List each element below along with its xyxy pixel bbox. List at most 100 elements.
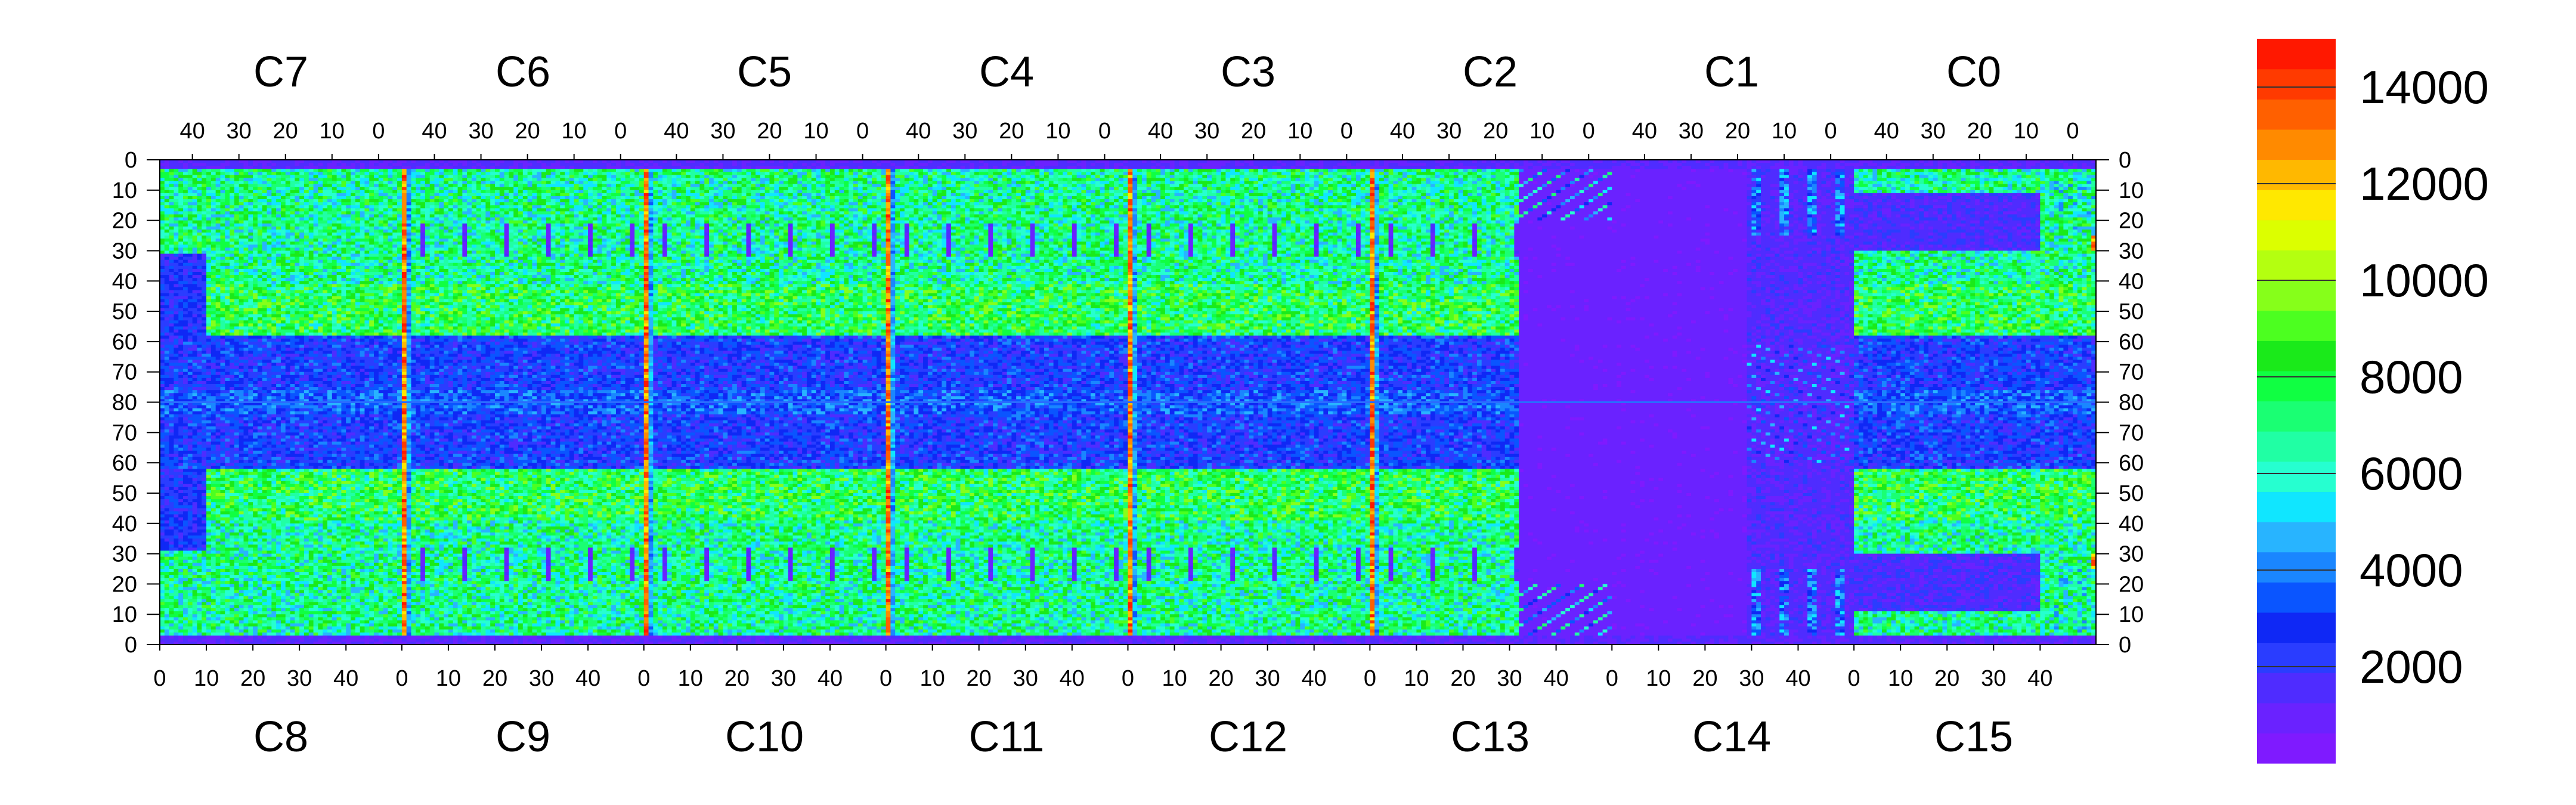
- heatmap-cell: [197, 593, 202, 597]
- heatmap-cell: [262, 199, 267, 203]
- heatmap-cell: [202, 381, 206, 385]
- heatmap-cell: [160, 196, 165, 200]
- heatmap-cell: [178, 287, 183, 290]
- heatmap-cell: [225, 487, 230, 491]
- heatmap-cell: [211, 502, 216, 509]
- heatmap-cell: [188, 532, 193, 536]
- heatmap-cell: [248, 221, 253, 224]
- heatmap-cell: [244, 493, 249, 497]
- heatmap-cell: [193, 496, 197, 500]
- heatmap-cell: [244, 208, 249, 212]
- heatmap-cell: [253, 193, 258, 197]
- heatmap-cell: [165, 230, 169, 233]
- heatmap-cell: [239, 639, 244, 645]
- heatmap-cell: [262, 342, 267, 345]
- heatmap-cell: [225, 221, 230, 227]
- heatmap-cell: [230, 230, 234, 236]
- heatmap-cell: [197, 175, 202, 178]
- heatmap-cell: [165, 572, 169, 575]
- heatmap-cell: [258, 387, 262, 391]
- heatmap-cell: [202, 493, 206, 497]
- heatmap-cell: [248, 218, 253, 221]
- heatmap-cell: [188, 381, 193, 385]
- heatmap-cell: [253, 272, 258, 275]
- heatmap-cell: [165, 160, 169, 169]
- heatmap-cell: [178, 530, 183, 533]
- heatmap-cell: [174, 575, 178, 578]
- heatmap-cell: [211, 263, 216, 267]
- heatmap-cell: [206, 375, 211, 379]
- heatmap-cell: [234, 535, 239, 539]
- heatmap-cell: [193, 636, 197, 639]
- heatmap-cell: [202, 602, 206, 606]
- heatmap-cell: [165, 435, 169, 442]
- heatmap-cell: [234, 408, 239, 418]
- heatmap-cell: [160, 272, 165, 275]
- heatmap-cell: [253, 266, 258, 270]
- heatmap-cell: [244, 227, 249, 233]
- heatmap-cell: [169, 602, 174, 606]
- heatmap-cell: [178, 636, 183, 642]
- heatmap-cell: [206, 469, 211, 472]
- heatmap-cell: [230, 490, 234, 494]
- heatmap-cell: [216, 330, 221, 333]
- heatmap-cell: [244, 308, 249, 312]
- heatmap-cell: [244, 247, 249, 251]
- heatmap-cell: [193, 342, 197, 345]
- heatmap-cell: [169, 393, 174, 397]
- heatmap-cell: [253, 211, 258, 215]
- heatmap-cell: [202, 518, 206, 521]
- heatmap-cell: [220, 348, 225, 351]
- heatmap-cell: [160, 420, 165, 424]
- heatmap-cell: [253, 381, 258, 385]
- heatmap-cell: [225, 515, 230, 518]
- heatmap-cell: [178, 266, 183, 270]
- heatmap-cell: [211, 463, 216, 466]
- heatmap-cell: [165, 499, 169, 506]
- heatmap-cell: [202, 281, 206, 290]
- heatmap-cell: [262, 345, 267, 348]
- heatmap-cell: [248, 178, 253, 181]
- heatmap-cell: [220, 224, 225, 227]
- heatmap-cell: [183, 221, 188, 224]
- heatmap-cell: [253, 408, 258, 412]
- heatmap-cell: [230, 396, 234, 400]
- heatmap-cell: [258, 636, 262, 639]
- heatmap-cell: [216, 202, 221, 206]
- heatmap-cell: [211, 333, 216, 336]
- heatmap-cell: [267, 260, 272, 264]
- heatmap-cell: [178, 460, 183, 463]
- heatmap-cell: [258, 211, 262, 215]
- heatmap-cell: [216, 627, 221, 630]
- heatmap-cell: [216, 426, 221, 430]
- heatmap-cell: [267, 438, 272, 442]
- heatmap-cell: [267, 320, 272, 324]
- heatmap-cell: [216, 630, 221, 633]
- heatmap-cell: [206, 633, 211, 636]
- heatmap-cell: [258, 527, 262, 530]
- heatmap-cell: [211, 199, 216, 203]
- heatmap-cell: [169, 590, 174, 594]
- heatmap-cell: [178, 508, 183, 512]
- heatmap-cell: [197, 538, 202, 548]
- heatmap-cell: [183, 457, 188, 460]
- heatmap-cell: [211, 260, 216, 264]
- heatmap-cell: [234, 560, 239, 564]
- heatmap-cell: [234, 360, 239, 363]
- heatmap-cell: [230, 575, 234, 578]
- heatmap-cell: [244, 563, 249, 566]
- heatmap-cell: [225, 602, 230, 609]
- heatmap-cell: [216, 442, 221, 445]
- heatmap-cell: [248, 372, 253, 379]
- heatmap-cell: [262, 281, 267, 287]
- heatmap-cell: [160, 493, 165, 497]
- heatmap-cell: [253, 454, 258, 457]
- heatmap-cell: [165, 587, 169, 590]
- heatmap-cell: [244, 541, 249, 548]
- heatmap-cell: [211, 193, 216, 197]
- heatmap-cell: [253, 396, 258, 400]
- heatmap-cell: [178, 208, 183, 212]
- heatmap-cell: [193, 487, 197, 491]
- heatmap-cell: [202, 584, 206, 587]
- heatmap-cell: [230, 614, 234, 618]
